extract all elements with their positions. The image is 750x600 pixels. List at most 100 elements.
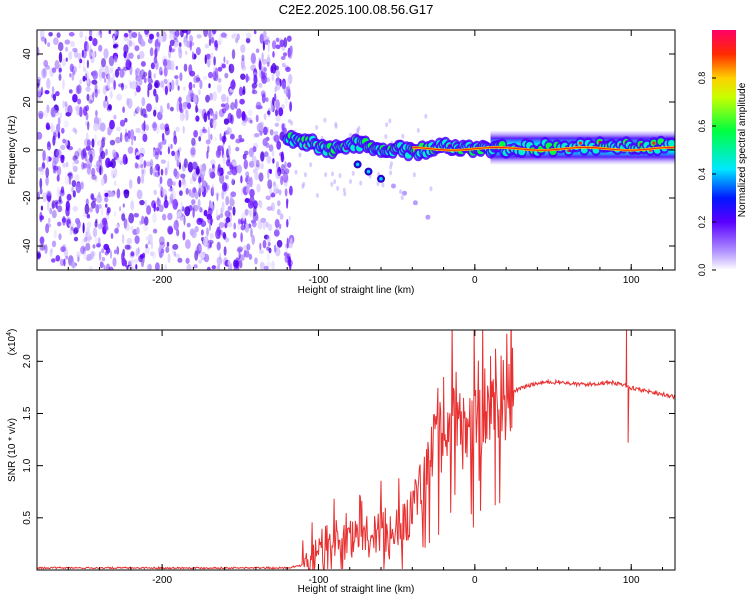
noise-speckle xyxy=(124,259,127,268)
noise-speckle xyxy=(177,257,183,263)
noise-speckle xyxy=(65,161,69,168)
noise-speckle xyxy=(245,32,252,39)
noise-speckle xyxy=(140,38,145,45)
noise-speckle xyxy=(160,80,164,88)
noise-speckle xyxy=(253,68,258,78)
noise-speckle xyxy=(107,104,112,111)
noise-speckle xyxy=(251,220,257,228)
noise-speckle xyxy=(119,119,126,127)
snr-y-tick-label: 1.5 xyxy=(22,406,33,420)
noise-speckle xyxy=(240,188,243,196)
spectrogram-y-tick-label: 0 xyxy=(22,147,33,153)
faint-speckle xyxy=(384,134,388,140)
noise-speckle xyxy=(253,74,258,85)
noise-speckle xyxy=(86,59,89,69)
noise-speckle xyxy=(143,77,147,84)
noise-speckle xyxy=(106,226,109,231)
noise-speckle xyxy=(143,114,148,118)
noise-speckle xyxy=(199,207,203,213)
noise-speckle xyxy=(63,120,69,128)
noise-speckle xyxy=(273,229,280,237)
noise-speckle xyxy=(121,252,125,262)
noise-speckle xyxy=(174,75,179,80)
noise-speckle xyxy=(180,30,184,38)
noise-speckle xyxy=(82,162,88,169)
noise-speckle xyxy=(231,49,236,60)
noise-speckle xyxy=(176,210,183,220)
noise-speckle xyxy=(254,133,260,138)
noise-speckle xyxy=(72,205,79,212)
snr-axes: -200 -100 0 100 0.5 1.0 1.5 2.0 xyxy=(22,330,675,586)
noise-speckle xyxy=(62,215,66,226)
noise-speckle xyxy=(65,255,69,260)
noise-speckle xyxy=(56,165,62,177)
noise-speckle xyxy=(266,252,270,261)
noise-speckle xyxy=(199,164,203,172)
noise-speckle xyxy=(182,125,185,134)
noise-speckle xyxy=(186,222,191,228)
noise-speckle xyxy=(72,93,78,103)
noise-speckle xyxy=(106,210,110,216)
noise-speckle xyxy=(209,118,214,129)
noise-speckle xyxy=(198,108,203,114)
faint-speckle xyxy=(390,161,393,167)
noise-speckle xyxy=(216,226,221,236)
noise-speckle xyxy=(158,66,163,76)
noise-speckle xyxy=(168,44,172,53)
noise-speckle xyxy=(50,248,54,254)
noise-speckle xyxy=(210,159,216,166)
noise-speckle xyxy=(190,92,195,99)
noise-speckle xyxy=(164,126,170,136)
noise-speckle xyxy=(128,30,131,33)
noise-speckle xyxy=(157,166,160,176)
noise-speckle xyxy=(255,101,262,110)
noise-speckle xyxy=(134,235,140,245)
noise-speckle xyxy=(41,162,46,170)
noise-speckle xyxy=(209,92,214,101)
figure-title: C2E2.2025.100.08.56.G17 xyxy=(279,2,434,17)
noise-speckle xyxy=(246,243,251,251)
noise-speckle xyxy=(100,177,105,187)
branch-blob xyxy=(402,190,407,196)
noise-speckle xyxy=(199,128,203,138)
noise-speckle xyxy=(79,31,84,38)
noise-speckle xyxy=(64,175,69,186)
faint-speckle xyxy=(309,162,313,168)
noise-speckle xyxy=(101,207,104,216)
noise-speckle xyxy=(238,251,241,260)
noise-speckle xyxy=(122,203,125,208)
noise-speckle xyxy=(254,257,258,265)
noise-speckle xyxy=(217,163,221,173)
noise-speckle xyxy=(273,131,278,136)
noise-speckle xyxy=(45,65,51,70)
snr-plot-area xyxy=(37,330,675,570)
noise-speckle xyxy=(241,111,246,121)
noise-speckle xyxy=(213,56,216,66)
noise-speckle xyxy=(275,99,280,110)
noise-speckle xyxy=(255,159,260,168)
noise-speckle xyxy=(56,32,61,38)
noise-speckle xyxy=(161,189,168,197)
noise-speckle xyxy=(98,117,102,125)
noise-speckle xyxy=(170,144,173,149)
noise-speckle xyxy=(154,171,161,178)
noise-speckle xyxy=(157,197,160,203)
noise-speckle xyxy=(86,93,90,101)
noise-speckle xyxy=(135,70,138,81)
noise-speckle xyxy=(210,133,213,141)
noise-speckle xyxy=(216,84,222,93)
noise-speckle xyxy=(269,169,272,175)
noise-speckle xyxy=(205,182,209,193)
noise-speckle xyxy=(275,80,281,91)
noise-speckle xyxy=(263,126,268,136)
noise-speckle xyxy=(247,117,253,123)
noise-speckle xyxy=(287,49,293,60)
noise-speckle xyxy=(173,168,178,177)
noise-speckle xyxy=(252,84,256,94)
noise-speckle xyxy=(193,264,198,269)
noise-speckle xyxy=(75,85,80,95)
noise-speckle xyxy=(269,129,274,136)
noise-speckle xyxy=(225,195,230,206)
noise-speckle xyxy=(135,127,141,134)
